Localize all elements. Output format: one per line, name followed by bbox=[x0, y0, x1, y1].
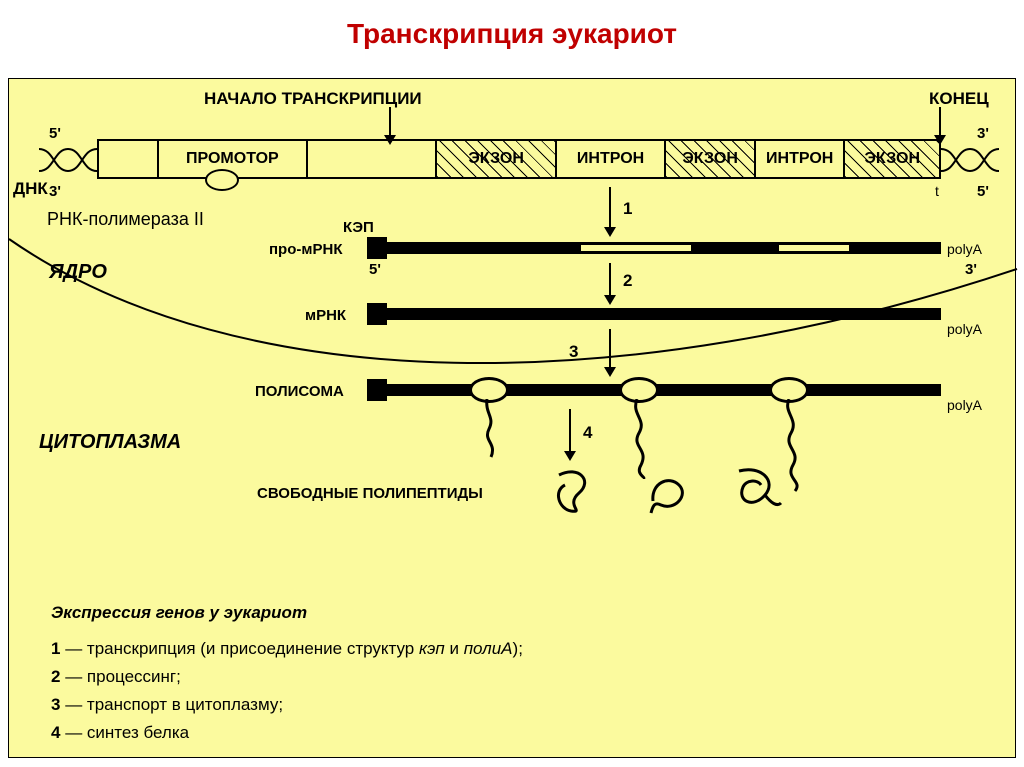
legend-header: Экспрессия генов у эукариот bbox=[51, 599, 523, 627]
label-free-polypeptides: СВОБОДНЫЕ ПОЛИПЕПТИДЫ bbox=[257, 485, 483, 502]
exon-segment: ЭКЗОН bbox=[666, 141, 756, 177]
intron-gap bbox=[779, 242, 849, 254]
cap-icon bbox=[367, 237, 387, 259]
label-pro-mrna: про-мРНК bbox=[269, 241, 342, 258]
helix-icon bbox=[941, 143, 999, 177]
legend-text: синтез белка bbox=[87, 723, 189, 742]
legend-text: транскрипция (и присоединение структур bbox=[87, 639, 414, 658]
nascent-peptide-icon bbox=[467, 399, 527, 469]
spacer-segment bbox=[308, 141, 437, 177]
intron-gap bbox=[581, 242, 691, 254]
legend-text: транспорт в цитоплазму; bbox=[87, 695, 283, 714]
polypeptide-icon bbox=[729, 465, 785, 517]
polymerase-icon bbox=[205, 169, 239, 191]
arrow-end bbox=[939, 107, 941, 137]
label-end-transcription: КОНЕЦ bbox=[929, 89, 989, 109]
segment-интрон: ИНТРОН bbox=[557, 141, 666, 177]
polypeptide-icon bbox=[549, 467, 599, 517]
arrow-start bbox=[389, 107, 391, 137]
arrow-step1 bbox=[609, 187, 611, 229]
diagram-panel: НАЧАЛО ТРАНСКРИПЦИИ КОНЕЦ 5' 3' 3' 5' t … bbox=[8, 78, 1016, 758]
nascent-peptide-icon bbox=[617, 399, 677, 479]
label-cap: КЭП bbox=[343, 219, 374, 236]
segment-интрон: ИНТРОН bbox=[756, 141, 846, 177]
label-step3: 3 bbox=[569, 342, 578, 362]
legend-ital: кэп bbox=[419, 639, 445, 658]
legend-text: процессинг; bbox=[87, 667, 181, 686]
legend-row: 2 — процессинг; bbox=[51, 663, 523, 691]
arrow-step4 bbox=[569, 409, 571, 453]
legend-num: 4 bbox=[51, 723, 60, 742]
label-cytoplasm: ЦИТОПЛАЗМА bbox=[39, 431, 181, 454]
label-polya-1: polyA bbox=[947, 241, 982, 257]
legend-num: 1 bbox=[51, 639, 60, 658]
label-3prime-tail: 3' bbox=[965, 261, 977, 278]
legend-num: 3 bbox=[51, 695, 60, 714]
label-step1: 1 bbox=[623, 199, 632, 219]
label-step4: 4 bbox=[583, 423, 592, 443]
polypeptide-icon bbox=[645, 471, 695, 517]
gene-structure: ПРОМОТОРЭКЗОНИНТРОНЭКЗОНИНТРОНЭКЗОН bbox=[39, 139, 999, 189]
label-polymerase: РНК-полимераза II bbox=[47, 209, 204, 230]
helix-icon bbox=[39, 143, 97, 177]
exon-segment: ЭКЗОН bbox=[437, 141, 556, 177]
legend: Экспрессия генов у эукариот 1 — транскри… bbox=[51, 599, 523, 747]
legend-row: 3 — транспорт в цитоплазму; bbox=[51, 691, 523, 719]
page-title: Транскрипция эукариот bbox=[0, 0, 1024, 58]
label-5prime-cap: 5' bbox=[369, 261, 381, 278]
arrow-step3 bbox=[609, 329, 611, 369]
label-start-transcription: НАЧАЛО ТРАНСКРИПЦИИ bbox=[204, 89, 422, 109]
legend-row: 1 — транскрипция (и присоединение структ… bbox=[51, 635, 523, 663]
cap-icon bbox=[367, 379, 387, 401]
label-polysome: ПОЛИСОМА bbox=[255, 383, 344, 400]
spacer-segment bbox=[99, 141, 159, 177]
label-polya-3: polyA bbox=[947, 397, 982, 413]
legend-row: 4 — синтез белка bbox=[51, 719, 523, 747]
legend-num: 2 bbox=[51, 667, 60, 686]
exon-segment: ЭКЗОН bbox=[845, 141, 939, 177]
